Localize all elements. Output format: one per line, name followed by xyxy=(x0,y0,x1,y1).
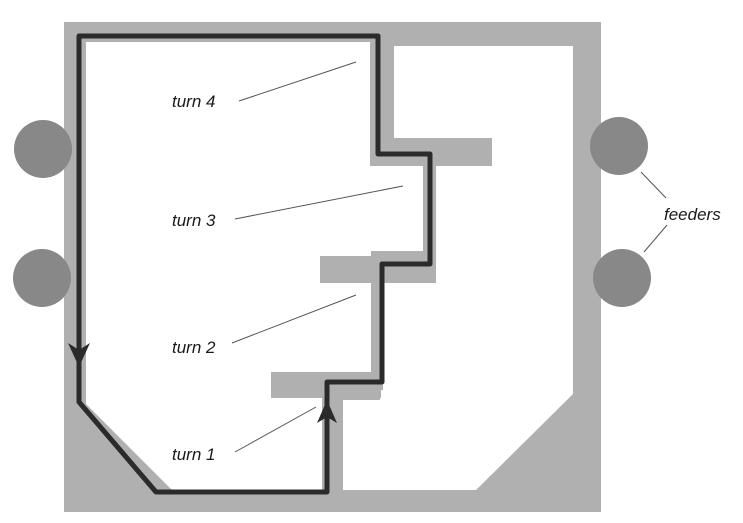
turn3-label: turn 3 xyxy=(172,211,216,230)
start-arrow-icon xyxy=(317,400,337,423)
feeders-label: feeders xyxy=(664,205,721,224)
turn2-label: turn 2 xyxy=(172,338,216,357)
feeders-leader-top xyxy=(640,171,667,199)
feeder-right-bottom xyxy=(593,249,651,307)
turn2-leader xyxy=(231,294,357,344)
route-path xyxy=(76,33,433,495)
turn3-leader xyxy=(234,185,404,220)
feeder-left-bottom xyxy=(13,249,71,307)
center-wall-upper xyxy=(370,42,394,166)
turn1-leader xyxy=(234,406,317,453)
feeder-right-top xyxy=(590,117,648,175)
feeders-leader-bottom xyxy=(643,224,668,253)
turn4-leader xyxy=(238,61,357,102)
turn4-label: turn 4 xyxy=(172,92,215,111)
turn1-label: turn 1 xyxy=(172,445,215,464)
feeder-left-top xyxy=(14,120,72,178)
direction-arrow-icon xyxy=(68,343,90,367)
